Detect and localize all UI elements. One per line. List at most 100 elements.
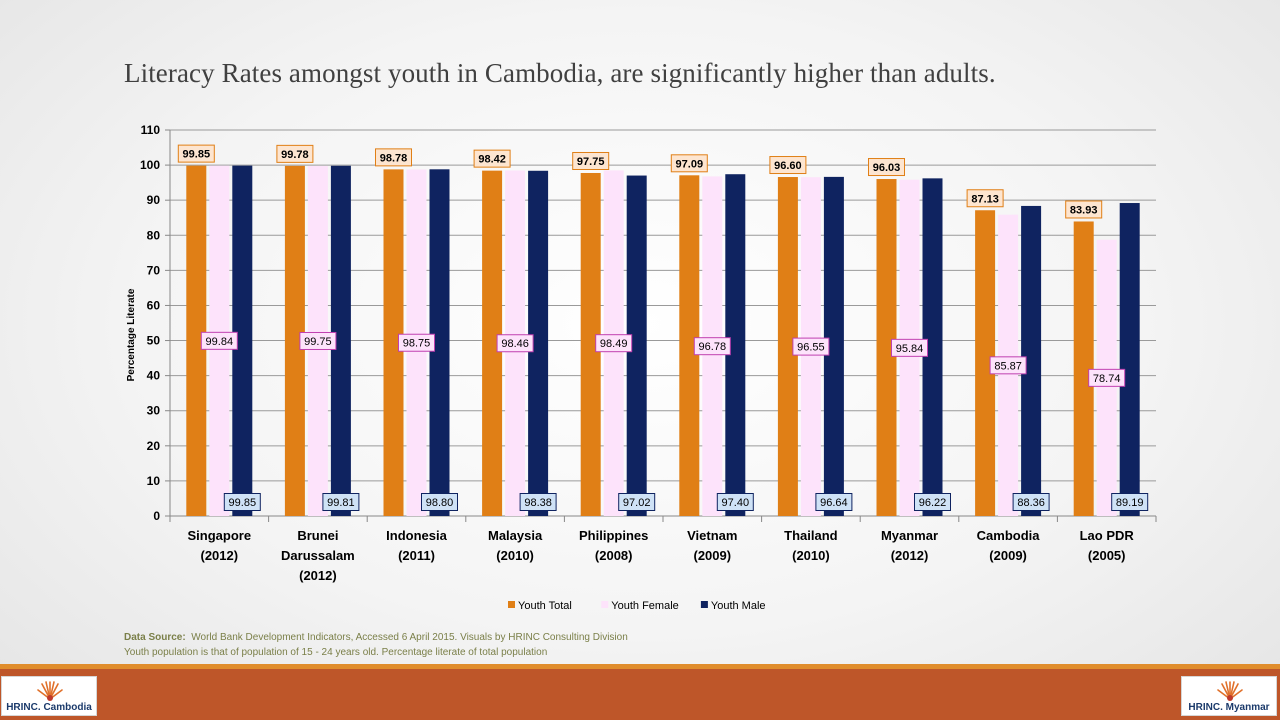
data-label: 98.38 bbox=[524, 497, 552, 509]
data-label-box bbox=[1012, 493, 1050, 511]
data-label-box bbox=[769, 156, 807, 175]
y-axis-label: Percentage Literate bbox=[126, 288, 137, 381]
y-tick-label: 20 bbox=[147, 439, 161, 453]
data-label-box bbox=[966, 189, 1004, 208]
data-label-box bbox=[1111, 493, 1149, 511]
data-label-box bbox=[223, 493, 261, 511]
y-tick-label: 40 bbox=[147, 369, 161, 383]
bar-youth-total bbox=[383, 169, 404, 516]
x-tick-label: (2009) bbox=[989, 548, 1027, 563]
data-label: 98.78 bbox=[380, 152, 408, 164]
data-label-box bbox=[1065, 200, 1103, 219]
data-label: 96.64 bbox=[820, 497, 848, 509]
y-tick-label: 50 bbox=[147, 334, 161, 348]
data-label: 87.13 bbox=[971, 193, 999, 205]
x-tick-label: (2012) bbox=[201, 548, 239, 563]
bar-youth-male bbox=[429, 169, 450, 516]
data-label-box bbox=[618, 493, 656, 511]
bar-youth-total bbox=[284, 165, 305, 516]
x-tick-label: (2011) bbox=[398, 548, 435, 563]
data-label-box bbox=[421, 493, 458, 511]
x-tick-label: Cambodia bbox=[977, 528, 1041, 543]
bar-youth-male bbox=[626, 175, 647, 516]
data-label: 96.55 bbox=[797, 342, 825, 354]
y-tick-label: 80 bbox=[147, 228, 161, 242]
data-label: 99.75 bbox=[304, 336, 332, 348]
data-label-box bbox=[177, 144, 215, 163]
data-label: 98.42 bbox=[478, 154, 506, 166]
data-label-box bbox=[989, 356, 1027, 375]
x-tick-label: Thailand bbox=[784, 528, 838, 543]
data-label: 99.85 bbox=[183, 149, 211, 161]
data-label: 85.87 bbox=[994, 360, 1022, 372]
data-label: 83.93 bbox=[1070, 204, 1098, 216]
data-label: 96.60 bbox=[774, 160, 802, 172]
bar-youth-male bbox=[1119, 203, 1140, 517]
data-label-box bbox=[572, 151, 610, 170]
y-tick-label: 0 bbox=[153, 509, 160, 523]
data-label-box bbox=[792, 337, 830, 356]
data-label: 99.84 bbox=[206, 336, 234, 348]
y-tick-label: 30 bbox=[147, 404, 161, 418]
bar-youth-total bbox=[482, 170, 503, 517]
data-label-box bbox=[299, 331, 337, 350]
logo-hrinc-myanmar: HRINC. Myanmar bbox=[1181, 676, 1277, 716]
bar-youth-male bbox=[232, 165, 253, 516]
bar-youth-total bbox=[876, 179, 897, 516]
bar-youth-total bbox=[580, 172, 601, 516]
x-tick-label: Singapore bbox=[188, 528, 252, 543]
bar-youth-male bbox=[330, 165, 351, 516]
data-label: 99.78 bbox=[281, 149, 309, 161]
data-label: 96.78 bbox=[699, 341, 727, 353]
logo-brand: HRINC. bbox=[6, 702, 41, 713]
data-label: 97.02 bbox=[623, 497, 651, 509]
x-tick-label: Darussalam bbox=[281, 548, 355, 563]
data-label-box bbox=[868, 158, 905, 177]
data-label: 88.36 bbox=[1017, 497, 1045, 509]
data-label: 89.19 bbox=[1116, 497, 1144, 509]
x-tick-label: Malaysia bbox=[488, 528, 543, 543]
x-tick-label: Lao PDR bbox=[1080, 528, 1135, 543]
y-tick-label: 100 bbox=[140, 158, 160, 172]
legend-label: Youth Total bbox=[518, 600, 572, 612]
data-label-box bbox=[398, 333, 435, 352]
source-text: World Bank Development Indicators, Acces… bbox=[191, 632, 628, 643]
footer-band bbox=[0, 664, 1280, 720]
x-tick-label: (2005) bbox=[1088, 548, 1126, 563]
logo-location: Cambodia bbox=[43, 702, 92, 713]
data-label-box bbox=[519, 493, 557, 511]
sunburst-icon bbox=[37, 681, 63, 701]
data-label: 95.84 bbox=[896, 343, 924, 355]
data-label: 78.74 bbox=[1093, 373, 1121, 385]
bar-youth-total bbox=[679, 175, 700, 516]
y-tick-label: 110 bbox=[141, 123, 161, 137]
y-tick-label: 60 bbox=[147, 298, 161, 312]
x-tick-label: (2008) bbox=[595, 548, 633, 563]
legend-swatch bbox=[508, 601, 515, 608]
logo-brand: HRINC. bbox=[1188, 702, 1223, 713]
source-note: Youth population is that of population o… bbox=[124, 647, 548, 658]
data-label-box bbox=[375, 148, 412, 167]
data-label-box bbox=[891, 338, 928, 357]
data-label-box bbox=[200, 331, 238, 350]
data-label: 97.75 bbox=[577, 156, 605, 168]
data-label-box bbox=[496, 334, 534, 353]
bar-youth-male bbox=[1021, 205, 1042, 517]
sunburst-icon bbox=[1217, 681, 1243, 701]
data-label-box bbox=[815, 493, 853, 511]
data-label-box bbox=[716, 493, 754, 511]
data-label-box bbox=[473, 149, 511, 168]
data-label-box bbox=[276, 144, 314, 163]
data-label: 98.49 bbox=[600, 338, 628, 350]
bar-youth-male bbox=[823, 176, 844, 516]
legend-swatch bbox=[601, 601, 609, 608]
legend-swatch bbox=[700, 601, 708, 608]
x-tick-label: (2009) bbox=[694, 548, 732, 563]
data-label: 97.09 bbox=[676, 158, 704, 170]
legend-label: Youth Female bbox=[611, 600, 678, 612]
x-tick-label: (2012) bbox=[299, 568, 337, 583]
x-tick-label: (2012) bbox=[891, 548, 929, 563]
logo-location: Myanmar bbox=[1225, 702, 1270, 713]
bar-youth-total bbox=[1073, 221, 1094, 516]
x-tick-label: (2010) bbox=[792, 548, 830, 563]
